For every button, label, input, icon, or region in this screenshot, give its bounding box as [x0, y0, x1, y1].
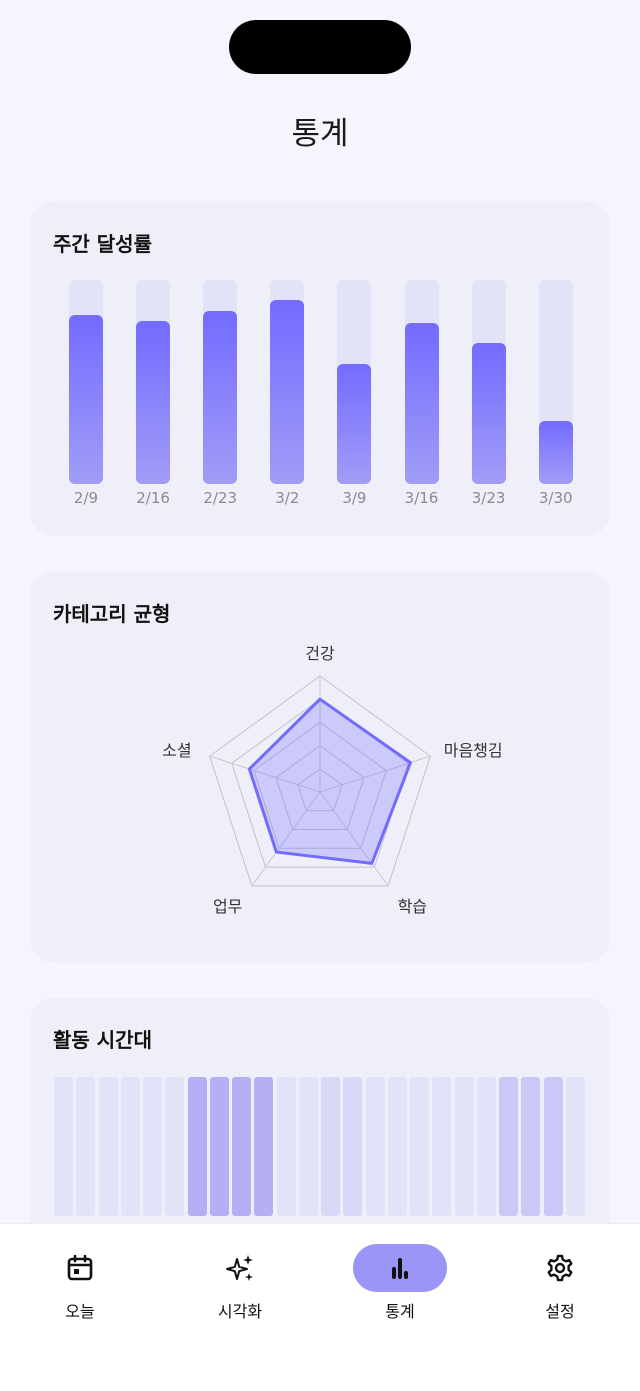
bar-label: 2/9	[73, 489, 99, 507]
bar-track	[136, 280, 171, 484]
radar-grid-ring	[275, 744, 365, 831]
bar-label: 3/23	[471, 489, 506, 507]
tab-today-label: 오늘	[65, 1302, 95, 1321]
radar-data-polygon	[247, 697, 412, 865]
hour-cell-9	[254, 1077, 274, 1216]
bar-1	[136, 320, 171, 484]
radar-grid-ring	[231, 698, 409, 868]
hour-cell-15	[387, 1077, 407, 1216]
bar-track	[270, 280, 305, 484]
hour-cell-10	[276, 1077, 296, 1216]
hour-cell-1	[76, 1077, 96, 1216]
bar-track	[69, 280, 103, 484]
radar-grid-ring	[253, 721, 387, 849]
tab-visualize[interactable]: 시각화	[160, 1224, 320, 1344]
bar-track	[203, 280, 238, 484]
bar-label: 3/9	[342, 489, 367, 507]
activity-card-title: 활동 시간대	[53, 1028, 152, 1052]
radar-axis-label: 건강	[305, 644, 335, 663]
gear-icon	[547, 1254, 573, 1282]
radar-axis-label: 학습	[397, 897, 428, 917]
tab-today[interactable]: 오늘	[0, 1224, 160, 1344]
bar-5	[404, 322, 439, 484]
tab-statistics[interactable]: 통계	[320, 1224, 480, 1344]
activity-time-card: 활동 시간대	[30, 998, 610, 1258]
weekly-card-title: 주간 달성률	[53, 232, 152, 256]
bar-track	[471, 280, 506, 484]
bar-2	[203, 310, 238, 484]
radar-grid-ring	[297, 768, 343, 812]
bar-6	[471, 343, 506, 484]
bar-label: 3/16	[404, 489, 439, 507]
tab-settings-label: 설정	[545, 1302, 575, 1321]
bar-4	[337, 363, 372, 484]
radar-axis-line	[319, 755, 431, 793]
hour-cell-14	[365, 1077, 385, 1216]
radar-axis-line	[209, 755, 321, 793]
bar-label: 3/30	[538, 489, 573, 507]
calendar-icon	[67, 1254, 93, 1281]
hour-cell-17	[432, 1077, 452, 1216]
bar-track	[404, 280, 439, 484]
hour-cell-2	[98, 1077, 118, 1216]
radar-chart	[209, 675, 431, 887]
hour-cell-11	[298, 1077, 318, 1216]
tab-statistics-label: 통계	[385, 1302, 415, 1321]
tab-visualize-label: 시각화	[217, 1302, 263, 1321]
radar-axis-label: 업무	[212, 897, 243, 917]
page-title: 통계	[291, 116, 349, 152]
bar-7	[538, 420, 573, 484]
radar-grid-ring	[209, 675, 431, 887]
bar-chart-icon	[392, 1258, 408, 1279]
hour-cell-18	[454, 1077, 474, 1216]
radar-axis-label: 소셜	[162, 740, 192, 760]
hour-cell-19	[476, 1077, 496, 1216]
hour-cell-20	[499, 1077, 518, 1216]
sparkles-icon	[226, 1255, 253, 1281]
bottom-tab-bar: 오늘 시각화 통계 설정	[0, 1224, 640, 1391]
category-card-title: 카테고리 균형	[53, 602, 171, 626]
hour-cell-23	[565, 1077, 585, 1216]
hour-cell-4	[143, 1077, 162, 1216]
hour-cell-6	[187, 1077, 207, 1216]
radar-axis-line	[319, 791, 389, 887]
bar-label: 3/2	[275, 489, 300, 507]
hour-cell-0	[54, 1077, 73, 1216]
hour-cell-22	[543, 1077, 563, 1216]
hour-cell-16	[410, 1077, 429, 1216]
dynamic-island	[229, 20, 411, 74]
bar-label: 2/23	[203, 489, 238, 507]
bar-track	[538, 280, 573, 484]
bar-0	[69, 314, 103, 484]
radar-axis-line	[251, 791, 321, 887]
hour-cell-12	[321, 1077, 340, 1216]
hour-cell-13	[343, 1077, 363, 1216]
bar-3	[270, 300, 305, 484]
hour-cell-21	[521, 1077, 541, 1216]
radar-axis-label: 마음챙김	[443, 740, 503, 760]
hour-cell-5	[165, 1077, 185, 1216]
hour-cell-7	[209, 1077, 229, 1216]
bar-label: 2/16	[136, 489, 170, 507]
weekly-achievement-card: 주간 달성률 2/9 2/16 2/23 3/2 3/9 3/16 3/23 3/30	[30, 201, 610, 536]
hour-cell-8	[232, 1077, 251, 1216]
hour-cell-3	[120, 1077, 140, 1216]
bar-track	[337, 280, 372, 484]
tab-settings[interactable]: 설정	[480, 1224, 640, 1344]
